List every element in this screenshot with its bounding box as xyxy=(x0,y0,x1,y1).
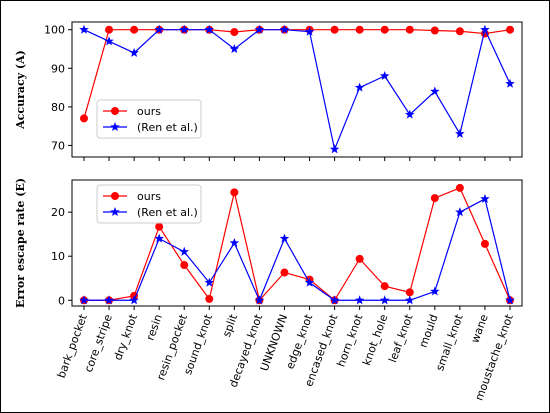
data-point xyxy=(354,295,365,305)
data-point xyxy=(254,295,265,305)
data-point xyxy=(230,28,239,37)
data-point xyxy=(505,295,515,305)
legend-entry-ours: ours xyxy=(137,105,161,118)
data-point xyxy=(455,128,465,138)
data-point xyxy=(129,295,139,305)
data-point xyxy=(254,24,265,34)
data-point xyxy=(105,25,114,34)
y-axis-label: Accuracy (A) xyxy=(14,50,27,130)
y-axis-label: Error escape rate (E) xyxy=(14,178,27,308)
data-point xyxy=(354,82,365,92)
data-point xyxy=(405,25,414,34)
legend-marker xyxy=(111,107,119,115)
legend-box xyxy=(96,99,202,139)
error-escape-panel: 0 10 20 Error escape rate (E) ours (Ren et al… xyxy=(14,178,523,310)
data-point xyxy=(379,71,390,81)
data-point xyxy=(304,26,315,36)
data-point xyxy=(329,144,340,154)
legend-entry-ren-et-al: (Ren et al.) xyxy=(137,206,198,219)
y-tick-label: 20 xyxy=(51,206,65,219)
series-ren-et-al xyxy=(79,193,515,305)
y-tick-label: 100 xyxy=(44,24,65,37)
accuracy-panel: 70 80 90 100 Accuracy (A) ours (Ren et al.) xyxy=(14,21,523,161)
data-point xyxy=(154,24,164,34)
series-ours xyxy=(80,183,514,305)
data-point xyxy=(80,114,88,123)
legend-entry-ours: ours xyxy=(137,190,161,203)
data-point xyxy=(279,24,290,34)
data-point xyxy=(204,277,215,287)
data-point xyxy=(430,194,439,203)
data-point xyxy=(180,261,189,270)
series-line xyxy=(84,187,511,302)
data-point xyxy=(430,86,440,96)
legend-entry-ren-et-al: (Ren et al.) xyxy=(137,121,198,134)
data-point xyxy=(330,25,339,34)
plot-frame xyxy=(71,179,523,307)
legend-marker xyxy=(110,207,120,217)
data-point xyxy=(455,27,464,36)
data-point xyxy=(179,24,189,34)
data-point xyxy=(229,44,240,54)
data-point xyxy=(104,295,114,305)
legend-marker xyxy=(111,192,119,200)
data-point xyxy=(480,24,490,34)
legend-box xyxy=(96,184,202,224)
data-point xyxy=(154,233,164,243)
series-line xyxy=(83,27,511,152)
y-tick-label: 90 xyxy=(51,62,65,75)
y-tick-label: 10 xyxy=(51,250,65,263)
data-point xyxy=(130,25,139,34)
data-point xyxy=(379,295,390,305)
legend-marker xyxy=(110,122,120,132)
series-line xyxy=(83,29,511,119)
data-point xyxy=(104,36,114,46)
data-point xyxy=(405,109,415,119)
y-tick-label: 70 xyxy=(51,139,65,152)
series-ren-et-al xyxy=(79,24,515,154)
data-point xyxy=(204,24,215,34)
y-tick-label: 80 xyxy=(51,101,65,114)
data-point xyxy=(79,24,89,34)
data-point xyxy=(405,295,415,305)
data-point xyxy=(355,25,364,34)
series-line xyxy=(84,198,511,302)
data-point xyxy=(505,78,515,88)
data-point xyxy=(155,222,164,231)
data-point xyxy=(455,183,464,192)
data-point xyxy=(430,26,439,35)
data-point xyxy=(430,286,440,296)
data-point xyxy=(229,238,240,248)
plot-frame xyxy=(71,21,523,158)
data-point xyxy=(480,193,490,203)
data-point xyxy=(329,295,340,305)
y-tick-label: 0 xyxy=(58,294,65,307)
data-point xyxy=(304,277,315,287)
data-point xyxy=(129,47,139,57)
data-point xyxy=(179,246,189,256)
legend: ours (Ren et al.) xyxy=(96,99,202,139)
data-point xyxy=(480,239,489,248)
data-point xyxy=(280,268,289,277)
data-point xyxy=(506,25,514,34)
legend: ours (Ren et al.) xyxy=(96,184,202,224)
data-point xyxy=(205,294,214,303)
data-point xyxy=(455,207,465,217)
data-point xyxy=(380,282,389,291)
data-point xyxy=(279,233,290,243)
data-point xyxy=(405,288,414,297)
data-point xyxy=(355,254,364,263)
data-point xyxy=(79,295,89,305)
data-point xyxy=(380,25,389,34)
data-point xyxy=(230,188,239,197)
